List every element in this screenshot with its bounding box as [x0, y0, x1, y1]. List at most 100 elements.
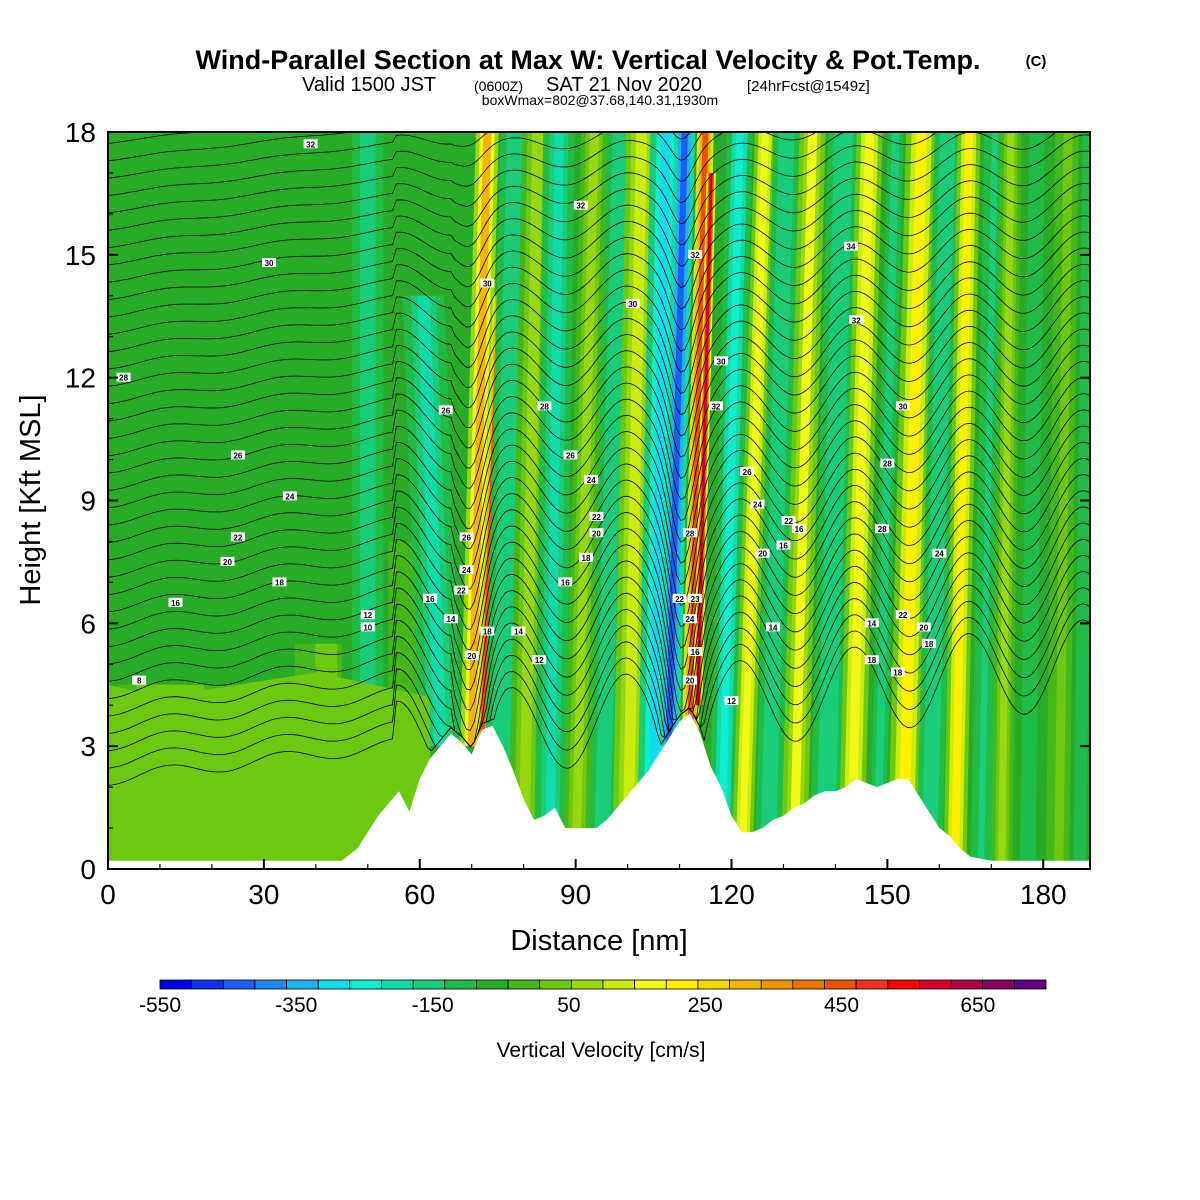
x-tick-label: 0 — [100, 879, 116, 910]
svg-text:32: 32 — [576, 202, 585, 211]
colorbar-swatch — [191, 979, 224, 990]
y-tick-label: 12 — [65, 363, 96, 394]
contour-label: 26 — [230, 450, 245, 460]
svg-text:32: 32 — [852, 316, 861, 325]
contour-label: 32 — [849, 315, 864, 325]
contour-label: 22 — [454, 585, 469, 596]
contour-label: 32 — [303, 139, 318, 149]
colorbar-swatch — [159, 979, 193, 990]
y-tick-label: 0 — [80, 854, 96, 885]
contour-label: 24 — [584, 475, 599, 485]
svg-text:26: 26 — [233, 451, 242, 460]
theta-contour — [108, 312, 1090, 479]
contour-label: 22 — [895, 610, 910, 620]
svg-text:28: 28 — [540, 402, 549, 411]
contour-label: 28 — [116, 372, 131, 383]
contour-label: 14 — [511, 626, 526, 637]
svg-text:18: 18 — [867, 656, 876, 665]
colorbar-swatch — [317, 979, 351, 990]
contour-label: 30 — [480, 278, 495, 288]
contour-label: 32 — [688, 249, 703, 260]
theta-contour — [108, 215, 1090, 353]
colorbar-swatch — [665, 979, 699, 990]
svg-text:32: 32 — [691, 251, 700, 260]
contour-label: 32 — [708, 401, 723, 411]
y-tick-label: 3 — [80, 731, 96, 762]
velocity-band — [846, 132, 875, 869]
svg-text:26: 26 — [743, 468, 752, 477]
svg-text:26: 26 — [441, 406, 450, 415]
theta-contour — [108, 409, 1090, 607]
contour-label: 30 — [262, 258, 277, 268]
colorbar-swatch — [539, 979, 572, 990]
theta-contour — [108, 619, 1090, 786]
contour-label: 28 — [682, 528, 697, 538]
contour-label: 18 — [579, 552, 594, 563]
contour-label: 20 — [220, 556, 235, 567]
theta-contour — [108, 360, 1090, 543]
svg-text:30: 30 — [898, 402, 907, 411]
velocity-band — [622, 132, 648, 869]
svg-text:12: 12 — [363, 611, 372, 620]
svg-text:20: 20 — [592, 529, 601, 538]
contour-label: 22 — [589, 511, 604, 522]
svg-text:24: 24 — [685, 615, 694, 624]
theta-contour — [108, 506, 1090, 721]
svg-text:18: 18 — [582, 554, 591, 563]
contour-label: 20 — [589, 528, 604, 538]
theta-contour — [108, 296, 1090, 458]
svg-text:30: 30 — [483, 279, 492, 288]
velocity-band — [1054, 132, 1073, 869]
subtitle-valid: Valid 1500 JST — [302, 74, 436, 96]
theta-contour — [108, 377, 1090, 564]
contour-label: 22 — [230, 532, 245, 542]
theta-contour — [108, 132, 704, 196]
contour-label: 12 — [532, 655, 547, 665]
plot-area: 8 10 12 16 18 20 22 24 26 28 30 32 16 14 22 24 26 26 18 20 3… — [108, 132, 1090, 869]
colorbar-swatch — [222, 979, 256, 990]
contour-label: 14 — [766, 622, 781, 632]
svg-text:12: 12 — [535, 656, 544, 665]
theta-contour — [108, 132, 818, 214]
x-axis: 0 30 60 90 120 150 180 — [100, 859, 1067, 910]
contour-label: 10 — [360, 622, 375, 632]
svg-text:26: 26 — [462, 533, 471, 542]
contour-label: 28 — [537, 401, 552, 411]
theta-contour — [108, 132, 353, 162]
svg-text:18: 18 — [924, 640, 933, 649]
colorbar-tick-label: -350 — [275, 994, 317, 1017]
contour-label: 16 — [423, 593, 438, 604]
contour-label: 24 — [282, 491, 297, 501]
contour-label: 20 — [464, 651, 479, 661]
svg-text:32: 32 — [306, 140, 315, 149]
colorbar-swatch — [1013, 979, 1047, 990]
contour-labels: 8 10 12 16 18 20 22 24 26 28 30 32 16 14 22 24 26 26 18 20 3… — [116, 139, 947, 706]
contour-label: 28 — [875, 524, 890, 534]
y-axis: 0 3 6 9 12 15 18 — [65, 117, 1090, 885]
contour-label: 28 — [880, 458, 895, 469]
svg-text:20: 20 — [467, 652, 476, 661]
contour-label: 18 — [480, 626, 495, 637]
velocity-band — [518, 132, 544, 869]
colorbar-swatch — [602, 979, 636, 990]
theta-contour — [108, 328, 1090, 501]
svg-text:8: 8 — [137, 677, 142, 686]
contour-label: 16 — [776, 540, 791, 551]
colorbar-ticks: -550 -350 -150 50 250 450 650 — [139, 994, 995, 1017]
svg-text:22: 22 — [784, 517, 793, 526]
contour-label: 26 — [459, 532, 474, 542]
contour-label: 16 — [792, 524, 807, 534]
velocity-band — [763, 132, 791, 869]
colorbar-swatch — [855, 979, 889, 990]
svg-text:24: 24 — [587, 476, 596, 485]
y-axis-label: Height [Kft MSL] — [15, 394, 47, 605]
svg-text:23: 23 — [691, 595, 700, 604]
colorbar-swatch — [381, 979, 414, 990]
subtitle-date: SAT 21 Nov 2020 — [546, 74, 702, 96]
contour-label: 30 — [625, 298, 640, 309]
svg-text:16: 16 — [561, 578, 570, 587]
x-tick-label: 60 — [404, 879, 435, 910]
title-copyright-mark: (C) — [1026, 53, 1047, 70]
colorbar-swatch — [950, 979, 984, 990]
